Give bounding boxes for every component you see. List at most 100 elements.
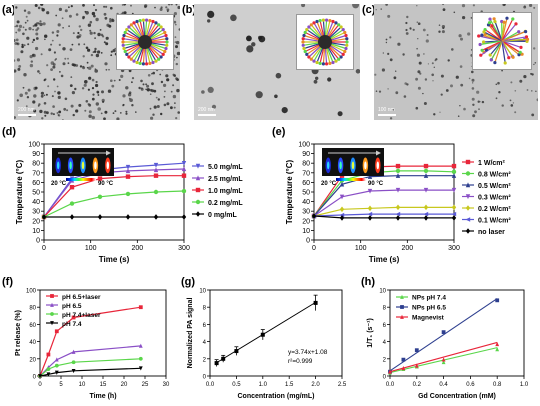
tem-particle (152, 113, 155, 116)
tem-particle (37, 6, 41, 10)
y-tick-label: 0 (203, 375, 207, 381)
tem-particle (24, 91, 28, 95)
tem-particle (111, 84, 115, 88)
tem-particle (471, 87, 475, 90)
thermal-hotspot (376, 161, 380, 170)
tem-particle (445, 89, 449, 92)
nanoparticle-bead (482, 30, 486, 34)
tem-particle (26, 96, 30, 99)
tem-particle (93, 31, 96, 35)
tem-particle (71, 43, 74, 46)
y-axis-label: Pt release (%) (15, 310, 22, 356)
tem-particle (29, 63, 34, 68)
tem-particle (97, 50, 101, 54)
tem-particle (405, 28, 408, 32)
nanoparticle-bead (331, 60, 335, 65)
nanoparticle-strand (494, 21, 503, 42)
tem-particle (87, 48, 91, 52)
tem-particle (56, 34, 59, 37)
series-no-laser (311, 213, 457, 221)
tem-particle (130, 4, 132, 7)
tem-particle (81, 87, 85, 90)
nanoparticle-bead (318, 19, 322, 23)
tem-particle (474, 110, 477, 114)
legend-label: NPs pH 7.4 (412, 295, 446, 302)
tem-particle (14, 42, 18, 45)
y-tick-label: 20 (32, 218, 40, 225)
y-tick-label: 100 (28, 142, 40, 149)
nanoparticle-bead (165, 37, 169, 41)
tem-particle (34, 4, 38, 7)
tem-particle (431, 62, 434, 65)
tem-particle (172, 84, 175, 87)
tem-particle (163, 83, 167, 87)
tem-particle (455, 75, 459, 79)
nanoparticle-strand (480, 40, 503, 46)
tem-particle (91, 87, 95, 90)
nanoparticle-bead (161, 28, 165, 32)
data-point (50, 302, 54, 307)
data-point (400, 314, 404, 319)
y-tick-label: 50 (32, 190, 40, 197)
tem-particle (177, 5, 180, 10)
tem-particle (73, 63, 76, 67)
nanoparticle-bead (157, 23, 161, 27)
tem-particle (63, 107, 67, 111)
nanoparticle-bead (507, 56, 511, 60)
thermal-colorbar (336, 178, 366, 181)
chart-h-relaxivity: 0.0 0.2 0.4 0.6 0.8 1.0 0 2 4 6 8 10 Gd Concentratio… (367, 289, 529, 401)
tem-particle (389, 58, 393, 62)
tem-particle (39, 20, 42, 23)
data-point (54, 370, 59, 375)
data-point (465, 159, 471, 165)
data-point (339, 212, 345, 218)
tem-particle (472, 103, 475, 107)
tem-particle (447, 59, 450, 62)
tem-particle (160, 6, 163, 9)
tem-particle (258, 35, 262, 40)
nanoparticle-bead (141, 62, 145, 66)
tem-particle (510, 81, 513, 84)
tem-particle (32, 38, 36, 42)
tem-particle (85, 100, 89, 103)
tem-particle (35, 32, 39, 36)
y-axis-label: Temperature (°C) (285, 159, 294, 224)
tem-particle (103, 5, 106, 8)
tem-particle (159, 8, 163, 11)
y-tick-label: 6 (203, 323, 207, 329)
legend: NPs pH 7.4 NPs pH 6.5 Magnevist (396, 295, 446, 322)
tem-particle (378, 90, 382, 93)
nanoparticle-bead (157, 57, 161, 61)
tem-particle (72, 113, 75, 117)
tem-particle (463, 107, 466, 111)
data-point (451, 163, 457, 169)
tem-particle (94, 69, 98, 73)
tem-particle (14, 25, 16, 28)
tem-particle (477, 100, 480, 103)
nanoparticle-bead (312, 21, 316, 25)
nanoparticle-bead (302, 46, 306, 51)
tem-particle (15, 31, 18, 34)
data-point (221, 356, 226, 361)
series-pa-signal (214, 294, 318, 367)
tem-particle (41, 117, 44, 120)
tem-particle (83, 83, 87, 87)
tem-particle (173, 20, 177, 24)
colorbar-high-label: 90 °C (98, 181, 114, 187)
data-point (441, 359, 446, 365)
data-point (441, 330, 446, 335)
tem-particle (453, 11, 456, 14)
nanoparticle-strand (501, 23, 517, 42)
legend-label: Magnevist (412, 315, 445, 322)
tem-particle (472, 4, 475, 7)
nanoparticle-bead (493, 20, 497, 24)
nanoparticle-bead (163, 49, 167, 54)
tem-particle (93, 50, 97, 53)
y-tick-label: 20 (302, 218, 310, 225)
tem-particle (107, 89, 112, 93)
tem-particle (122, 94, 126, 98)
nanoparticle-bead (511, 55, 515, 59)
tem-particle (23, 44, 26, 47)
nanoparticle-bead (138, 19, 142, 23)
tem-particle (43, 110, 47, 114)
